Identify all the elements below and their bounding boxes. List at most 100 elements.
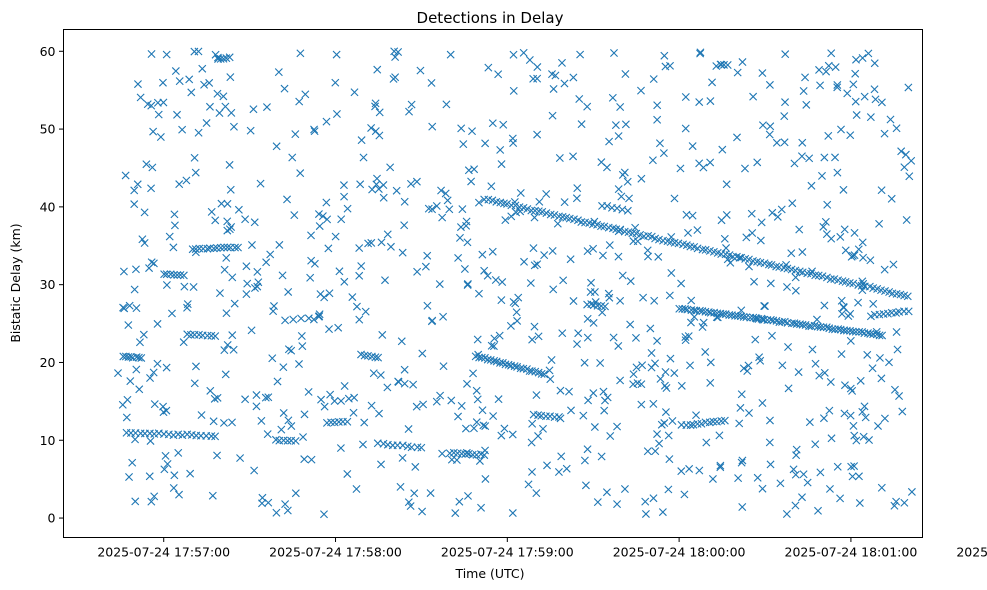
clutter-point — [326, 390, 335, 399]
clutter-point — [778, 361, 787, 370]
track-point — [822, 323, 831, 332]
clutter-point — [616, 376, 625, 385]
track-point — [849, 279, 858, 288]
clutter-point — [656, 374, 665, 383]
clutter-point — [805, 154, 814, 163]
track-point — [360, 351, 369, 360]
clutter-point — [495, 331, 504, 340]
clutter-point — [287, 422, 296, 431]
clutter-point — [641, 509, 650, 518]
track-point — [760, 315, 769, 324]
track-point — [540, 370, 549, 379]
track-point — [160, 270, 169, 279]
clutter-point — [856, 376, 865, 385]
clutter-point — [637, 400, 646, 409]
clutter-point — [462, 448, 471, 457]
clutter-point — [400, 365, 409, 374]
clutter-point — [549, 285, 558, 294]
clutter-point — [692, 411, 701, 420]
clutter-point — [125, 301, 134, 310]
clutter-point — [760, 302, 769, 311]
clutter-point — [866, 256, 875, 265]
clutter-point — [758, 315, 767, 324]
clutter-point — [175, 490, 184, 499]
track-point — [510, 362, 519, 371]
clutter-point — [758, 69, 767, 78]
clutter-point — [753, 158, 762, 167]
x-tick-label: 2025-07-24 17:59:00 — [441, 545, 574, 560]
clutter-point — [279, 408, 288, 417]
clutter-point — [613, 500, 622, 509]
clutter-point — [650, 296, 659, 305]
clutter-point — [590, 423, 599, 432]
clutter-point — [854, 245, 863, 254]
clutter-point — [824, 61, 833, 70]
clutter-point — [167, 309, 176, 318]
clutter-point — [219, 92, 228, 101]
clutter-point — [442, 100, 451, 109]
clutter-point — [599, 387, 608, 396]
clutter-point — [528, 335, 537, 344]
clutter-point — [242, 290, 251, 299]
clutter-point — [535, 197, 544, 206]
clutter-point — [665, 455, 674, 464]
clutter-point — [322, 198, 331, 207]
track-point — [587, 300, 596, 309]
track-point — [712, 62, 721, 71]
clutter-point — [846, 309, 855, 318]
clutter-point — [428, 122, 437, 131]
clutter-point — [629, 370, 638, 379]
clutter-point — [854, 298, 863, 307]
clutter-point — [875, 219, 884, 228]
clutter-point — [758, 121, 767, 130]
clutter-point — [513, 316, 522, 325]
clutter-point — [197, 411, 206, 420]
clutter-point — [827, 434, 836, 443]
clutter-point — [324, 244, 333, 253]
clutter-point — [331, 78, 340, 87]
clutter-point — [170, 221, 179, 230]
x-tick-label: 2025-07-24 17:57:00 — [97, 545, 230, 560]
clutter-point — [191, 362, 200, 371]
clutter-point — [858, 407, 867, 416]
clutter-point — [296, 169, 305, 178]
clutter-point — [892, 328, 901, 337]
track-point — [878, 331, 887, 340]
clutter-point — [781, 50, 790, 59]
clutter-point — [356, 180, 365, 189]
clutter-point — [756, 236, 765, 245]
clutter-point — [886, 115, 895, 124]
clutter-point — [258, 493, 267, 502]
track-point — [220, 243, 229, 252]
clutter-point — [445, 205, 454, 214]
clutter-point — [447, 455, 456, 464]
clutter-point — [367, 401, 376, 410]
clutter-point — [377, 238, 386, 247]
clutter-point — [898, 407, 907, 416]
clutter-point — [304, 387, 313, 396]
clutter-point — [273, 377, 282, 386]
clutter-point — [868, 364, 877, 373]
clutter-point — [428, 316, 437, 325]
clutter-point — [290, 211, 299, 220]
clutter-point — [820, 368, 829, 377]
clutter-point — [605, 137, 614, 146]
clutter-point — [371, 127, 380, 136]
clutter-point — [865, 436, 874, 445]
clutter-point — [695, 159, 704, 168]
clutter-point — [149, 368, 158, 377]
clutter-point — [221, 370, 230, 379]
clutter-point — [114, 369, 123, 378]
clutter-point — [488, 119, 497, 128]
clutter-point — [859, 432, 868, 441]
clutter-point — [438, 213, 447, 222]
clutter-point — [580, 358, 589, 367]
clutter-point — [509, 86, 518, 95]
clutter-point — [858, 238, 867, 247]
clutter-point — [221, 102, 230, 111]
clutter-point — [451, 509, 460, 518]
clutter-point — [369, 369, 378, 378]
clutter-point — [220, 346, 229, 355]
clutter-point — [605, 293, 614, 302]
clutter-point — [439, 312, 448, 321]
